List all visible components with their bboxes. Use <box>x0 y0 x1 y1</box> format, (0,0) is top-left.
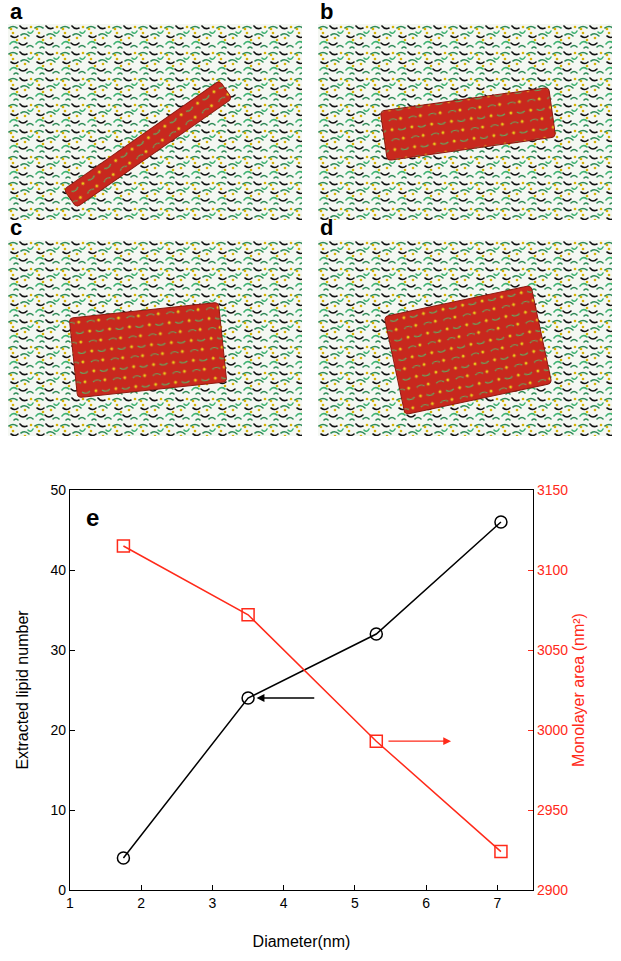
svg-text:0: 0 <box>58 882 66 898</box>
svg-text:c: c <box>10 215 22 240</box>
svg-text:4: 4 <box>280 895 288 911</box>
svg-text:Diameter(nm): Diameter(nm) <box>253 933 351 950</box>
svg-text:3050: 3050 <box>537 642 568 658</box>
svg-text:2950: 2950 <box>537 802 568 818</box>
svg-text:e: e <box>86 504 99 531</box>
svg-text:30: 30 <box>50 642 66 658</box>
svg-text:1: 1 <box>66 895 74 911</box>
svg-text:a: a <box>10 0 23 24</box>
svg-text:2: 2 <box>137 895 145 911</box>
svg-text:b: b <box>320 0 333 24</box>
svg-text:Extracted lipid number: Extracted lipid number <box>14 610 31 770</box>
svg-text:3: 3 <box>209 895 217 911</box>
svg-text:20: 20 <box>50 722 66 738</box>
svg-text:40: 40 <box>50 562 66 578</box>
svg-text:5: 5 <box>351 895 359 911</box>
svg-text:d: d <box>320 215 333 240</box>
svg-text:2900: 2900 <box>537 882 568 898</box>
svg-text:3000: 3000 <box>537 722 568 738</box>
svg-text:Monolayer area (nm²): Monolayer area (nm²) <box>570 613 587 767</box>
svg-text:3150: 3150 <box>537 482 568 498</box>
svg-text:50: 50 <box>50 482 66 498</box>
svg-text:10: 10 <box>50 802 66 818</box>
svg-text:3100: 3100 <box>537 562 568 578</box>
svg-text:6: 6 <box>422 895 430 911</box>
svg-text:7: 7 <box>493 895 501 911</box>
